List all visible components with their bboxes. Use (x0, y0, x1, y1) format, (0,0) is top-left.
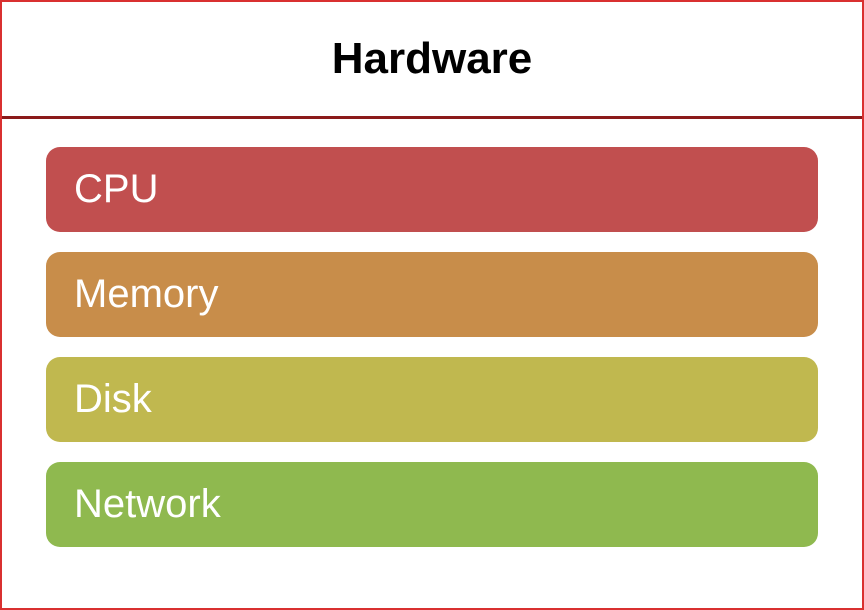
item-label: Disk (74, 377, 152, 422)
panel-title: Hardware (2, 34, 862, 84)
item-label: Network (74, 482, 221, 527)
item-cpu: CPU (46, 147, 818, 232)
item-label: Memory (74, 272, 218, 317)
hardware-panel: Hardware CPU Memory Disk Network (0, 0, 864, 610)
panel-header: Hardware (2, 2, 862, 119)
item-network: Network (46, 462, 818, 547)
item-disk: Disk (46, 357, 818, 442)
item-memory: Memory (46, 252, 818, 337)
panel-items: CPU Memory Disk Network (2, 119, 862, 608)
item-label: CPU (74, 167, 158, 212)
